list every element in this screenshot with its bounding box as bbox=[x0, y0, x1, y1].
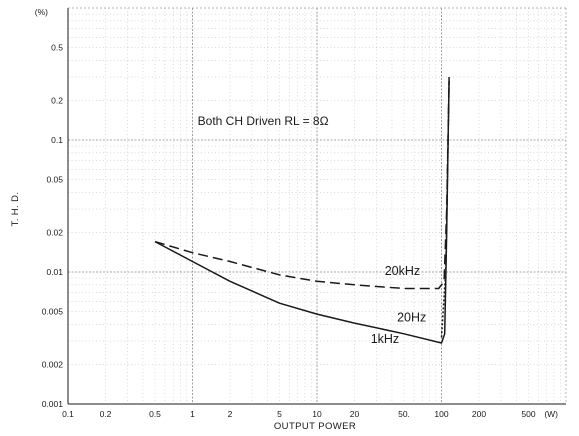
x-tick-label: 10 bbox=[312, 409, 322, 419]
y-tick-label: 0.2 bbox=[51, 95, 63, 105]
y-tick-label: 0.01 bbox=[46, 267, 63, 277]
y-tick-label: 0.005 bbox=[42, 307, 64, 317]
x-tick-label: 5 bbox=[277, 409, 282, 419]
x-unit-label: (W) bbox=[544, 409, 558, 419]
y-tick-label: 0.002 bbox=[42, 359, 64, 369]
y-tick-label: 0.1 bbox=[51, 135, 63, 145]
series-line-1khz bbox=[154, 76, 450, 344]
x-tick-label: 20 bbox=[350, 409, 360, 419]
x-tick-label: 2 bbox=[228, 409, 233, 419]
chart-annotation: Both CH Driven RL = 8Ω bbox=[198, 114, 329, 128]
series-label-20khz: 20kHz bbox=[385, 264, 420, 278]
y-tick-label: 0.001 bbox=[42, 399, 64, 409]
x-tick-label: 200 bbox=[472, 409, 486, 419]
x-tick-label: 500 bbox=[521, 409, 535, 419]
y-tick-label: 0.02 bbox=[46, 227, 63, 237]
x-axis-title: OUTPUT POWER bbox=[274, 421, 356, 432]
y-tick-label: 0.5 bbox=[51, 43, 63, 53]
x-tick-label: 0.1 bbox=[62, 409, 74, 419]
x-tick-label: 50. bbox=[398, 409, 410, 419]
x-tick-label: 0.5 bbox=[149, 409, 161, 419]
y-unit-label: (%) bbox=[35, 7, 48, 17]
x-tick-label: 0.2 bbox=[100, 409, 112, 419]
y-axis-title: T. H. D. bbox=[10, 192, 21, 227]
y-tick-label: 0.05 bbox=[46, 175, 63, 185]
series-label-20hz: 20Hz bbox=[397, 311, 426, 325]
series-label-1khz: 1kHz bbox=[371, 332, 399, 346]
series-line-20khz bbox=[154, 80, 450, 290]
x-tick-label: 100 bbox=[434, 409, 448, 419]
x-tick-label: 1 bbox=[190, 409, 195, 419]
